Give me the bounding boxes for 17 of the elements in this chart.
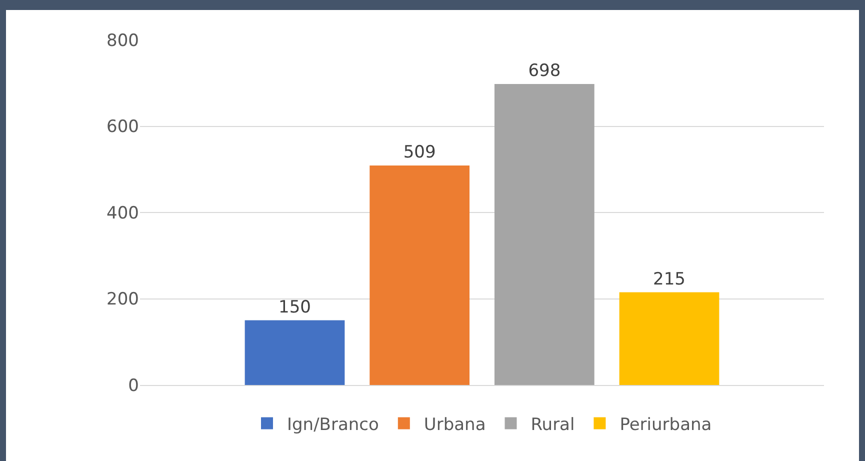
data-label: 215: [653, 269, 686, 290]
bar: [494, 84, 594, 385]
data-label: 150: [278, 297, 311, 318]
y-tick-label: 600: [106, 117, 139, 138]
y-tick-label: 0: [128, 376, 139, 396]
legend-label: Rural: [530, 414, 575, 435]
legend-label: Periurbana: [620, 414, 712, 435]
bar: [619, 292, 720, 385]
y-tick-label: 400: [106, 203, 139, 224]
bar: [370, 165, 470, 385]
y-tick-label: 800: [106, 30, 139, 51]
legend-label: Ign/Branco: [287, 414, 379, 435]
y-tick-label: 200: [106, 290, 139, 310]
legend-label: Urbana: [424, 414, 486, 435]
data-label: 509: [403, 142, 436, 162]
data-label: 698: [528, 60, 561, 81]
bar: [244, 320, 345, 385]
